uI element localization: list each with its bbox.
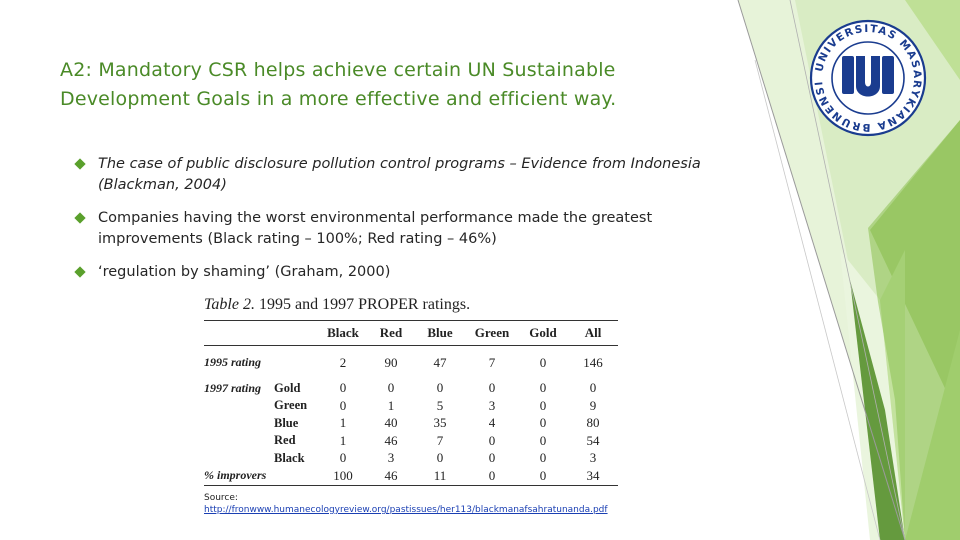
- bullet-text: ‘regulation by shaming’ (Graham, 2000): [98, 264, 391, 280]
- table-cell: 0: [387, 380, 395, 396]
- source-citation: Source: http://fronwww.humanecologyrevie…: [204, 492, 614, 516]
- row-label: [204, 415, 274, 433]
- table-cell: 0: [539, 415, 547, 431]
- row-label: 1997 rating: [204, 380, 262, 395]
- source-label: Source:: [204, 493, 238, 503]
- table-row: 1997 rating Gold 0 0 0 0 0 0: [204, 380, 618, 398]
- column-header: Gold: [518, 320, 568, 346]
- column-header: Green: [466, 320, 518, 346]
- table-row: Black 0 3 0 0 0 3: [204, 450, 618, 468]
- table-cell: 40: [384, 415, 398, 431]
- table-cell: 0: [539, 432, 547, 448]
- table-cell: 3: [589, 450, 597, 466]
- table-cell: 0: [518, 467, 568, 486]
- row-sublabel: Gold: [274, 380, 301, 395]
- table-cell: 146: [583, 354, 603, 370]
- table-cell: 90: [384, 354, 398, 370]
- table-cell: 0: [488, 432, 496, 448]
- proper-ratings-table: Black Red Blue Green Gold All 1995 ratin…: [204, 320, 618, 486]
- slide-title: A2: Mandatory CSR helps achieve certain …: [60, 59, 617, 110]
- table-cell: 9: [589, 397, 597, 413]
- row-label: % improvers: [204, 467, 274, 486]
- bullet-item: The case of public disclosure pollution …: [74, 154, 726, 196]
- university-logo: UNIVERSITAS MASARYKIANA BRUNENSIS MU: [808, 18, 927, 137]
- diamond-bullet-icon: [74, 266, 86, 278]
- table-cell: 3: [488, 397, 496, 413]
- table-cell: 11: [414, 467, 466, 486]
- source-link[interactable]: http://fronwww.humanecologyreview.org/pa…: [204, 505, 608, 515]
- table-cell: 0: [339, 397, 347, 413]
- table-caption: Table 2. 1995 and 1997 PROPER ratings.: [204, 296, 620, 314]
- column-header: [274, 320, 318, 346]
- table-caption-text: 1995 and 1997 PROPER ratings.: [258, 296, 471, 313]
- diamond-bullet-icon: [74, 212, 86, 224]
- table-caption-label: Table 2.: [204, 296, 255, 313]
- table-row: Red 1 46 7 0 0 54: [204, 432, 618, 450]
- row-sublabel: Red: [274, 433, 296, 448]
- table-cell: 2: [339, 354, 347, 370]
- table-cell: 54: [586, 432, 600, 448]
- row-label: [204, 397, 274, 415]
- table-cell: 35: [433, 415, 447, 431]
- table-cell: 0: [466, 467, 518, 486]
- table-cell: 46: [384, 432, 398, 448]
- table-cell: 0: [539, 397, 547, 413]
- bullet-item: ‘regulation by shaming’ (Graham, 2000): [74, 262, 726, 283]
- table-cell: 0: [589, 380, 597, 396]
- row-label: 1995 rating: [204, 355, 262, 370]
- table-header-row: Black Red Blue Green Gold All: [204, 320, 618, 346]
- table-cell: 80: [586, 415, 600, 431]
- proper-ratings-table-figure: Table 2. 1995 and 1997 PROPER ratings. B…: [204, 296, 620, 486]
- table-cell: 5: [436, 397, 444, 413]
- table-cell: 46: [368, 467, 414, 486]
- table-cell: 34: [568, 467, 618, 486]
- table-row: % improvers 100 46 11 0 0 34: [204, 467, 618, 486]
- column-header: Blue: [414, 320, 466, 346]
- table-cell: 0: [488, 450, 496, 466]
- table-cell: 0: [539, 354, 547, 370]
- table-cell: 0: [436, 450, 444, 466]
- row-sublabel: Black: [274, 450, 305, 465]
- bullet-text: Companies having the worst environmental…: [98, 210, 653, 247]
- table-row: Green 0 1 5 3 0 9: [204, 397, 618, 415]
- row-label: [204, 432, 274, 450]
- table-cell: 7: [488, 354, 496, 370]
- column-header: All: [568, 320, 618, 346]
- table-cell: 1: [339, 432, 347, 448]
- row-sublabel: Blue: [274, 415, 299, 430]
- column-header: Red: [368, 320, 414, 346]
- row-sublabel: Green: [274, 398, 308, 413]
- bullet-list: The case of public disclosure pollution …: [74, 154, 726, 283]
- column-header: [204, 320, 274, 346]
- logo-monogram: MU: [867, 117, 869, 119]
- row-sublabel: [274, 354, 318, 372]
- column-header: Black: [318, 320, 368, 346]
- table-cell: 0: [339, 380, 347, 396]
- table-cell: 7: [436, 432, 444, 448]
- table-row: Blue 1 40 35 4 0 80: [204, 415, 618, 433]
- row-sublabel: [274, 467, 318, 486]
- table-cell: 1: [339, 415, 347, 431]
- table-cell: 0: [339, 450, 347, 466]
- table-cell: 100: [318, 467, 368, 486]
- table-cell: 47: [433, 354, 447, 370]
- table-cell: 1: [387, 397, 395, 413]
- table-row: 1995 rating 2 90 47 7 0 146: [204, 354, 618, 372]
- table-cell: 3: [387, 450, 395, 466]
- diamond-bullet-icon: [74, 158, 86, 170]
- bullet-text: The case of public disclosure pollution …: [98, 156, 701, 193]
- table-cell: 0: [436, 380, 444, 396]
- bullet-item: Companies having the worst environmental…: [74, 208, 726, 250]
- table-cell: 0: [539, 380, 547, 396]
- table-cell: 4: [488, 415, 496, 431]
- table-cell: 0: [539, 450, 547, 466]
- row-label: [204, 450, 274, 468]
- table-cell: 0: [488, 380, 496, 396]
